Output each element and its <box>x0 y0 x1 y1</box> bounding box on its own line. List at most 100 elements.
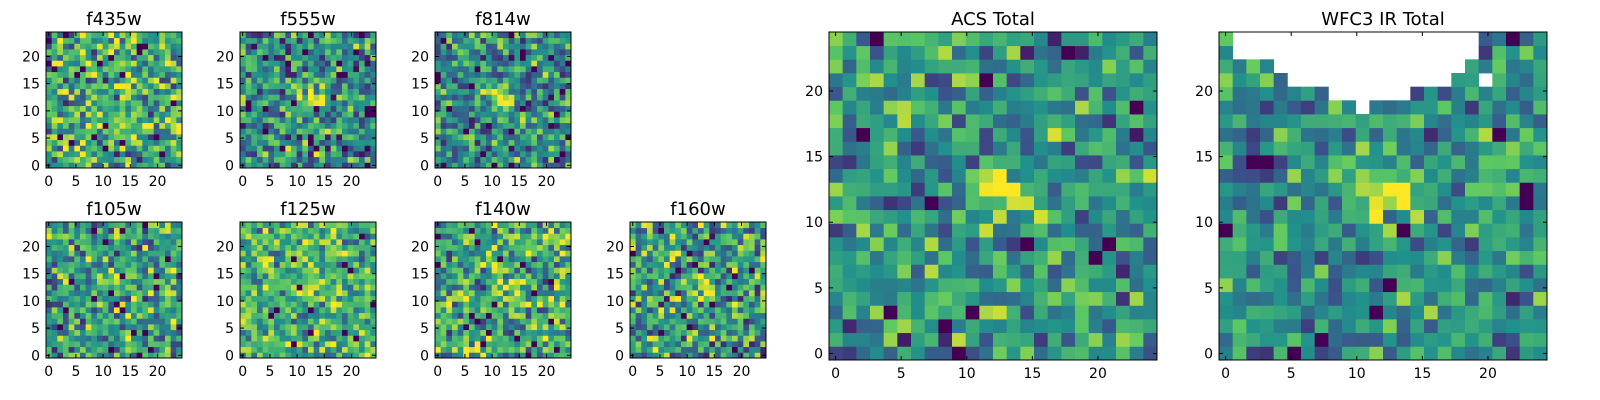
heatmap-cell <box>165 156 172 163</box>
heatmap-cell <box>68 43 75 50</box>
heatmap-cell <box>125 77 132 84</box>
heatmap-cell <box>330 122 337 129</box>
heatmap-cell <box>938 237 953 252</box>
heatmap-cell <box>1519 332 1534 347</box>
heatmap-cell <box>302 54 309 61</box>
heatmap-cell <box>336 250 343 257</box>
heatmap-cell <box>136 100 143 107</box>
heatmap-cell <box>514 352 521 359</box>
heatmap-cell <box>554 239 561 246</box>
heatmap-cell <box>508 139 515 146</box>
heatmap-cell <box>508 49 515 56</box>
heatmap-cell <box>446 352 453 359</box>
heatmap-cell <box>308 267 315 274</box>
heatmap-cell <box>737 307 744 314</box>
heatmap-cell <box>153 139 160 146</box>
heatmap-cell <box>440 335 447 342</box>
heatmap-cell <box>692 284 699 291</box>
heatmap-cell <box>508 128 515 135</box>
heatmap-cell <box>336 295 343 302</box>
heatmap-cell <box>652 290 659 297</box>
heatmap-cell <box>440 256 447 263</box>
heatmap-cell <box>370 54 377 61</box>
heatmap-cell <box>703 295 710 302</box>
heatmap-cell <box>491 117 498 124</box>
heatmap-cell <box>497 329 504 336</box>
heatmap-cell <box>102 250 109 257</box>
heatmap-cell <box>251 318 258 325</box>
heatmap-cell <box>370 117 377 124</box>
heatmap-cell <box>353 71 360 78</box>
heatmap-cell <box>924 305 939 320</box>
heatmap-cell <box>131 145 138 152</box>
heatmap-cell <box>435 100 442 107</box>
heatmap-cell <box>503 151 510 158</box>
heatmap-cell <box>364 352 371 359</box>
heatmap-cell <box>554 134 561 141</box>
heatmap-cell <box>715 261 722 268</box>
heatmap-cell <box>51 341 58 348</box>
heatmap-cell <box>142 352 149 359</box>
heatmap-cell <box>520 162 527 169</box>
heatmap-cell <box>1129 291 1144 306</box>
heatmap-cell <box>342 250 349 257</box>
heatmap-cells-f555w <box>240 32 377 169</box>
heatmap-cell <box>85 122 92 129</box>
heatmap-cell <box>743 324 750 331</box>
heatmap-cell <box>125 134 132 141</box>
heatmap-cell <box>469 341 476 348</box>
heatmap-cell <box>91 100 98 107</box>
heatmap-cell <box>652 318 659 325</box>
heatmap-cell <box>474 239 481 246</box>
heatmap-cell <box>548 43 555 50</box>
heatmap-cell <box>856 346 871 361</box>
heatmap-cell <box>469 162 476 169</box>
heatmap-cell <box>136 222 143 229</box>
heatmap-cell <box>291 335 298 342</box>
heatmap-cell <box>353 233 360 240</box>
heatmap-cell <box>291 100 298 107</box>
heatmap-cell <box>469 66 476 73</box>
heatmap-cell <box>1451 332 1466 347</box>
heatmap-cell <box>1287 346 1302 361</box>
heatmap-cell <box>142 54 149 61</box>
heatmap-cell <box>257 250 264 257</box>
heatmap-cell <box>1034 250 1049 265</box>
heatmap-cell <box>1102 32 1117 47</box>
heatmap-cell <box>446 32 453 39</box>
heatmap-cell <box>446 318 453 325</box>
heatmap-cell <box>542 222 549 229</box>
heatmap-cell <box>531 312 538 319</box>
heatmap-cell <box>559 117 566 124</box>
heatmap-cell <box>136 71 143 78</box>
heatmap-cell <box>68 244 75 251</box>
heatmap-cell <box>531 250 538 257</box>
heatmap-cell <box>57 83 64 90</box>
heatmap-cell <box>251 301 258 308</box>
heatmap-cell <box>531 66 538 73</box>
heatmap-cell <box>1006 73 1021 88</box>
heatmap-cell <box>681 239 688 246</box>
heatmap-cell <box>565 145 572 152</box>
heatmap-cell <box>641 346 648 353</box>
heatmap-cell <box>302 139 309 146</box>
heatmap-cell <box>245 83 252 90</box>
heatmap-cell <box>565 117 572 124</box>
heatmap-cell <box>732 295 739 302</box>
heatmap-cell <box>51 162 58 169</box>
heatmap-cell <box>531 227 538 234</box>
heatmap-cell <box>364 244 371 251</box>
heatmap-cell <box>709 273 716 280</box>
heatmap-cell <box>285 261 292 268</box>
heatmap-cell <box>1034 196 1049 211</box>
heatmap-cell <box>114 335 121 342</box>
heatmap-cell <box>262 346 269 353</box>
heatmap-cell <box>829 32 844 47</box>
heatmap-cell <box>952 305 967 320</box>
heatmap-cell <box>63 239 70 246</box>
heatmap-cell <box>46 256 53 263</box>
heatmap-cell <box>641 284 648 291</box>
heatmap-cell <box>883 332 898 347</box>
heatmap-cell <box>446 139 453 146</box>
heatmap-cell <box>51 307 58 314</box>
